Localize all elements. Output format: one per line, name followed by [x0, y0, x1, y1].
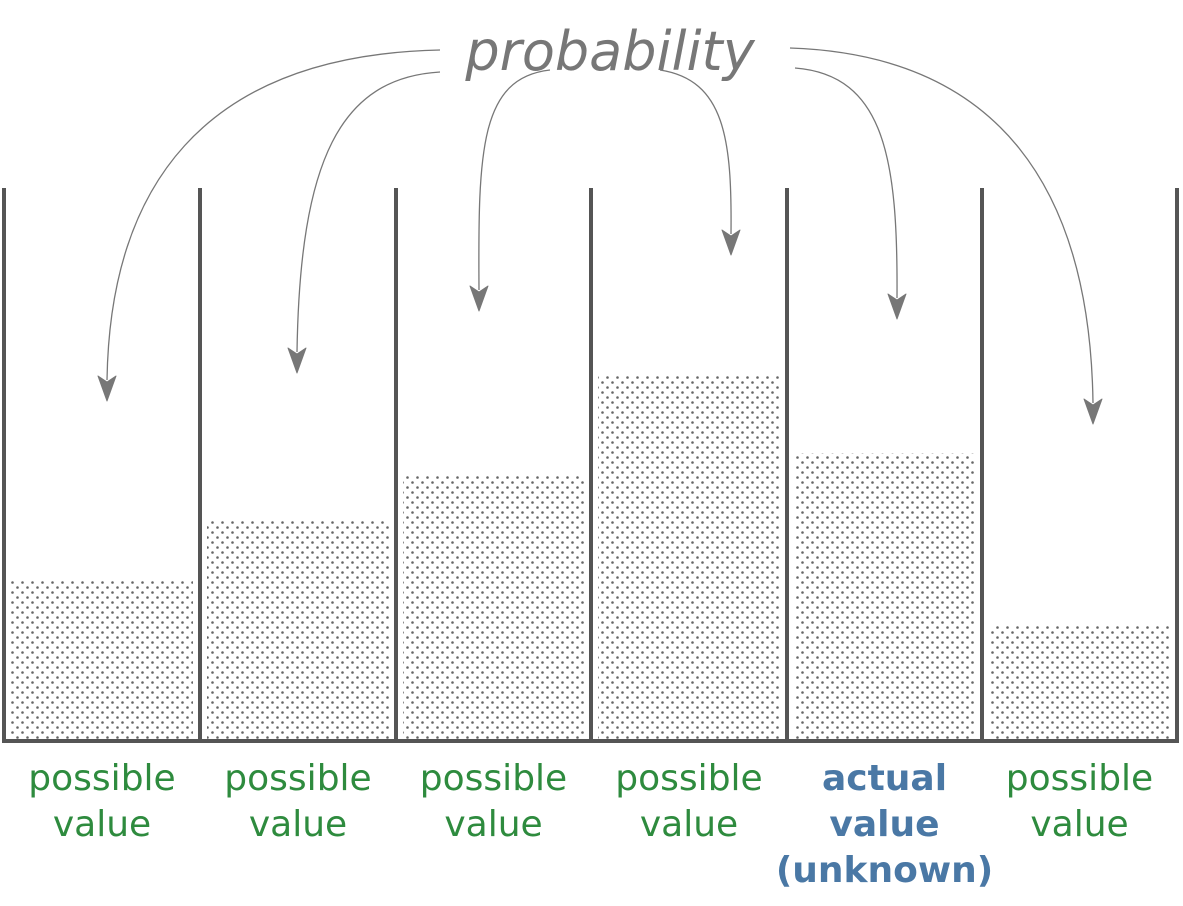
probability-fill-4: [598, 376, 780, 741]
probability-fill-1: [11, 580, 193, 741]
possible-value-label: possible value: [28, 758, 175, 845]
bin-label-line: value: [640, 804, 738, 845]
probability-fill-6: [989, 624, 1170, 741]
possible-value-label: possible value: [1006, 758, 1153, 845]
possible-value-label: possible value: [615, 758, 762, 845]
arrowhead-icon: [97, 375, 117, 402]
arrowhead-icon: [469, 285, 489, 312]
bin-label-line: (unknown): [776, 850, 993, 891]
arrow-curve-5: [794, 67, 898, 299]
bin-label-line: actual: [822, 758, 947, 799]
probability-fill-2: [207, 519, 389, 741]
bin-label-line: value: [1030, 804, 1128, 845]
diagram-title: probability: [464, 20, 755, 83]
probability-fills: [11, 376, 1170, 741]
bin-label-line: possible: [28, 758, 175, 799]
bin-label-line: possible: [420, 758, 567, 799]
bin-walls: [2, 188, 1179, 743]
possible-value-label: possible value: [420, 758, 567, 845]
arrowhead-icon: [287, 347, 307, 374]
arrow-curve-6: [789, 47, 1094, 404]
bin-label-line: value: [249, 804, 347, 845]
bin-label-line: possible: [224, 758, 371, 799]
probability-fill-5: [794, 453, 975, 741]
arrowhead-icon: [721, 229, 741, 256]
bin-label-line: value: [829, 804, 939, 845]
arrow-curve-3: [478, 69, 551, 291]
arrowhead-icon: [1083, 398, 1103, 425]
probability-fill-3: [403, 475, 584, 741]
bin-label-line: value: [444, 804, 542, 845]
probability-arrows: [97, 47, 1103, 425]
actual-value-label: actual value (unknown): [776, 758, 993, 891]
bin-label-line: possible: [615, 758, 762, 799]
arrow-curve-1: [106, 49, 441, 381]
possible-value-label: possible value: [224, 758, 371, 845]
bin-label-line: value: [53, 804, 151, 845]
arrow-curve-2: [296, 71, 441, 353]
arrow-curve-4: [659, 69, 732, 235]
arrowhead-icon: [887, 293, 907, 320]
bin-label-line: possible: [1006, 758, 1153, 799]
